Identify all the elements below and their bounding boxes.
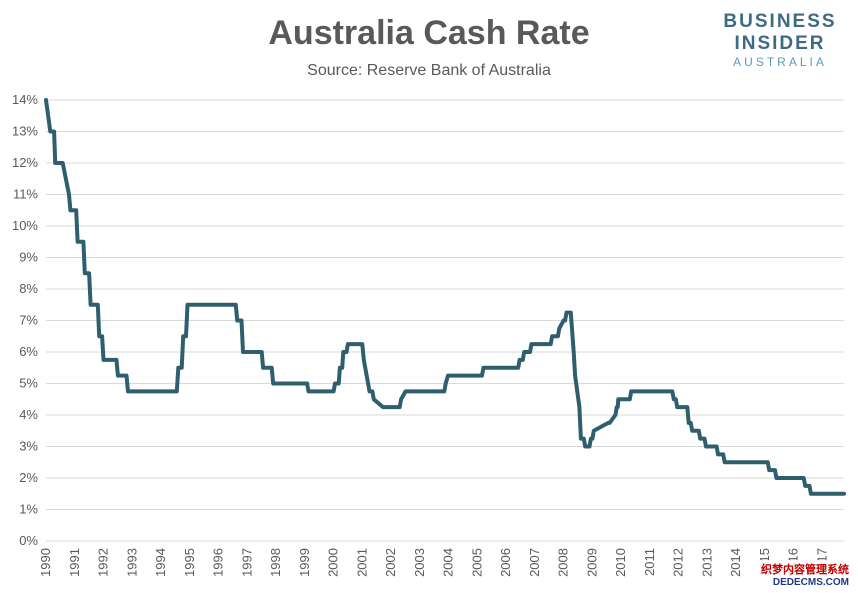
x-tick-label: 1991 (67, 548, 82, 577)
cash-rate-series-line (44, 98, 846, 496)
logo-line-business: BUSINESS (723, 11, 837, 32)
x-tick-label: 1998 (268, 548, 283, 577)
y-tick-label: 2% (19, 470, 38, 485)
x-tick-label: 2009 (584, 548, 599, 577)
x-tick-label: 2010 (613, 548, 628, 577)
x-tick-label: 2000 (326, 548, 341, 577)
x-tick-label: 2013 (699, 548, 714, 577)
chart-title: Australia Cash Rate (268, 14, 590, 52)
x-tick-label: 1993 (124, 548, 139, 577)
dedecms-watermark: 织梦内容管理系统 DEDECMS.COM (758, 560, 852, 589)
y-tick-label: 7% (19, 313, 38, 328)
y-tick-label: 13% (12, 124, 38, 139)
x-tick-label: 2007 (527, 548, 542, 577)
x-tick-label: 2005 (469, 548, 484, 577)
y-tick-label: 9% (19, 250, 38, 265)
y-axis-tick-labels: 0% 1% 2% 3% 4% 5% 6% 7% 8% 9% 10% 11% 12% 13% 14% (12, 92, 38, 548)
x-axis-tick-labels: 1990 1991 1992 1993 1994 1995 1996 1997 1998 1999… (38, 548, 829, 577)
logo-line-australia: AUSTRALIA (733, 55, 827, 69)
x-tick-label: 2006 (498, 548, 513, 577)
y-tick-label: 12% (12, 155, 38, 170)
y-tick-label: 8% (19, 281, 38, 296)
x-tick-label: 1999 (297, 548, 312, 577)
y-tick-label: 14% (12, 92, 38, 107)
watermark-text: 织梦内容管理系统 (761, 564, 849, 576)
x-tick-label: 2008 (556, 548, 571, 577)
x-tick-label: 2003 (412, 548, 427, 577)
x-tick-label: 1992 (96, 548, 111, 577)
chart-subtitle: Source: Reserve Bank of Australia (307, 62, 551, 79)
y-tick-label: 5% (19, 376, 38, 391)
y-tick-label: 11% (13, 187, 38, 202)
y-tick-label: 3% (19, 439, 38, 454)
grid-lines (46, 99, 844, 542)
y-tick-label: 1% (19, 502, 38, 517)
x-tick-label: 2012 (671, 548, 686, 577)
x-tick-label: 2001 (354, 548, 369, 577)
x-tick-label: 1997 (239, 548, 254, 577)
x-tick-label: 2004 (441, 548, 456, 577)
x-tick-label: 1994 (153, 548, 168, 577)
x-tick-label: 2014 (728, 548, 743, 577)
watermark-url: DEDECMS.COM (772, 577, 849, 588)
x-tick-label: 2011 (642, 548, 657, 576)
business-insider-logo: BUSINESS INSIDER AUSTRALIA (720, 12, 840, 68)
x-tick-label: 2002 (383, 548, 398, 577)
x-tick-label: 1990 (38, 548, 53, 577)
x-tick-label: 1995 (182, 548, 197, 577)
y-tick-label: 4% (19, 407, 38, 422)
logo-line-insider: INSIDER (734, 33, 826, 54)
y-tick-label: 6% (19, 344, 38, 359)
y-tick-label: 0% (19, 533, 38, 548)
y-tick-label: 10% (12, 218, 38, 233)
x-tick-label: 1996 (211, 548, 226, 577)
